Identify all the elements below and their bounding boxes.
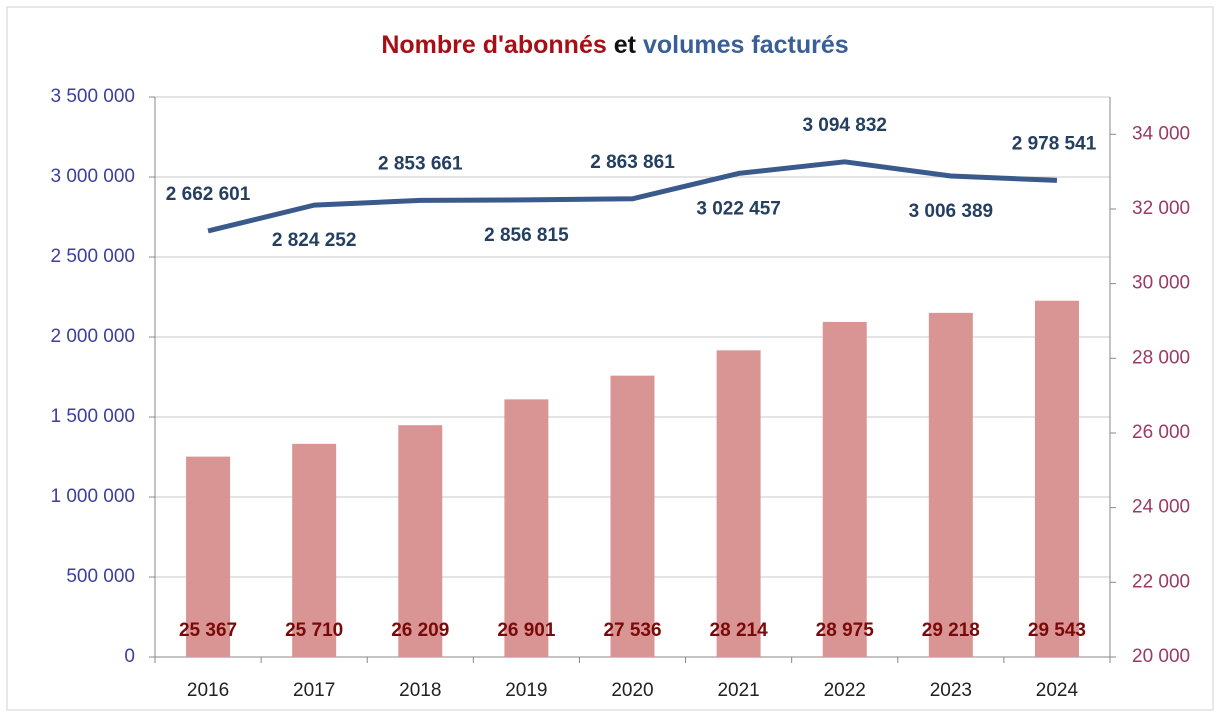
- title-part: Nombre d'abonnés: [381, 31, 606, 59]
- line-value-label: 2 863 861: [590, 152, 675, 173]
- bar: [928, 312, 973, 657]
- bar: [292, 443, 337, 657]
- line-value-label: 2 978 541: [1012, 133, 1097, 154]
- y2-tick-label: 34 000: [1132, 123, 1190, 144]
- line-value-label: 3 006 389: [909, 201, 994, 222]
- x-tick-label: 2021: [717, 680, 759, 701]
- x-tick-label: 2022: [824, 680, 866, 701]
- bar-value-label: 29 218: [922, 620, 980, 641]
- title-part: volumes facturés: [643, 31, 849, 59]
- line-value-label: 2 662 601: [166, 184, 251, 205]
- x-tick-label: 2019: [505, 680, 547, 701]
- bar-value-label: 25 367: [179, 620, 237, 641]
- x-tick-label: 2024: [1036, 680, 1079, 701]
- bar: [186, 456, 231, 657]
- bar-value-label: 28 975: [816, 620, 875, 641]
- bar: [822, 321, 867, 657]
- bar: [610, 375, 655, 657]
- chart-title: Nombre d'abonnés et volumes facturés: [381, 31, 848, 59]
- bar-value-label: 25 710: [285, 620, 343, 641]
- y-tick-label: 1 000 000: [50, 486, 135, 507]
- bar-value-label: 29 543: [1028, 620, 1086, 641]
- line-value-label: 2 824 252: [272, 230, 357, 251]
- line-value-label: 2 856 815: [484, 225, 569, 246]
- bar: [398, 425, 443, 657]
- x-tick-label: 2017: [293, 680, 335, 701]
- bar-value-label: 26 901: [497, 620, 556, 641]
- bar-value-label: 27 536: [603, 620, 661, 641]
- line-value-label: 3 094 832: [802, 115, 887, 136]
- y-tick-label: 3 000 000: [50, 166, 135, 187]
- bar: [504, 399, 549, 657]
- y2-tick-label: 32 000: [1132, 198, 1190, 219]
- y-tick-label: 0: [124, 646, 135, 667]
- y-tick-label: 500 000: [66, 566, 135, 587]
- x-tick-label: 2023: [930, 680, 972, 701]
- x-tick-label: 2018: [399, 680, 441, 701]
- bar-value-label: 28 214: [710, 620, 769, 641]
- y2-tick-label: 28 000: [1132, 347, 1190, 368]
- bar: [716, 350, 761, 657]
- y-tick-label: 2 500 000: [50, 246, 135, 267]
- x-tick-label: 2016: [187, 680, 229, 701]
- y-tick-label: 3 500 000: [50, 86, 135, 107]
- bar: [1034, 300, 1079, 657]
- line-value-label: 3 022 457: [696, 198, 781, 219]
- y2-tick-label: 20 000: [1132, 646, 1190, 667]
- bar-value-label: 26 209: [391, 620, 449, 641]
- y-tick-label: 2 000 000: [50, 326, 135, 347]
- y2-tick-label: 26 000: [1132, 422, 1190, 443]
- title-part: et: [614, 31, 637, 59]
- line-value-label: 2 853 661: [378, 153, 463, 174]
- y2-tick-label: 30 000: [1132, 273, 1190, 294]
- y2-tick-label: 22 000: [1132, 571, 1190, 592]
- y2-tick-label: 24 000: [1132, 497, 1190, 518]
- line: [207, 159, 1058, 234]
- x-tick-label: 2020: [611, 680, 653, 701]
- y-tick-label: 1 500 000: [50, 406, 135, 427]
